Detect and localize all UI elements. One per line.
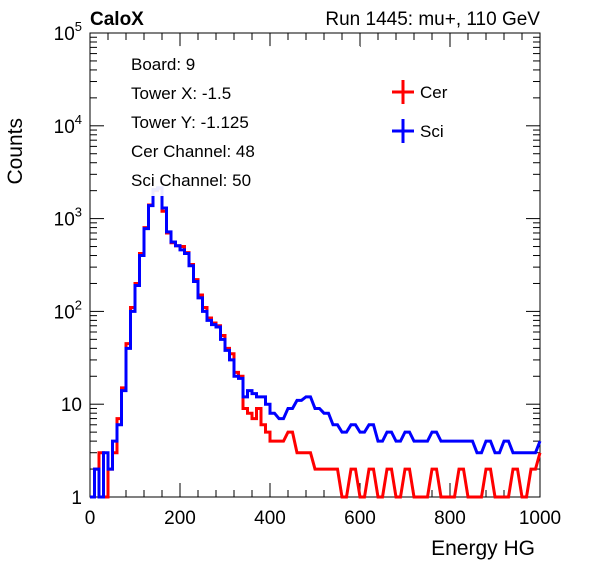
x-tick-label: 800 (434, 508, 466, 529)
y-tick-base: 10 (54, 24, 75, 45)
series-layer (90, 186, 542, 499)
y-tick-base: 10 (61, 395, 82, 416)
header-left-title: CaloX (90, 9, 144, 30)
x-axis-label: Energy HG (431, 537, 535, 560)
x-tick-label: 0 (85, 508, 96, 529)
y-tick-base: 1 (71, 488, 82, 509)
y-tick-label: 10 (61, 395, 82, 416)
y-tick-exponent: 3 (75, 205, 82, 220)
legend-label-cer: Cer (420, 83, 448, 102)
y-tick-base: 10 (54, 302, 75, 323)
y-tick-label: 105 (54, 19, 82, 45)
y-axis-label: Counts (4, 118, 27, 185)
x-tick-label: 200 (164, 508, 196, 529)
y-tick-label: 1 (71, 488, 82, 509)
y-tick-exponent: 5 (75, 19, 82, 34)
x-tick-label: 1000 (519, 508, 561, 529)
info-sci-channel: Sci Channel: 50 (131, 171, 251, 190)
y-tick-label: 103 (54, 205, 82, 231)
series-sci-line (90, 186, 542, 499)
y-tick-label: 102 (54, 297, 82, 323)
info-box: Board: 9 Tower X: -1.5 Tower Y: -1.125 C… (131, 55, 255, 190)
y-tick-base: 10 (54, 210, 75, 231)
x-tick-label: 400 (254, 508, 286, 529)
legend-label-sci: Sci (420, 122, 444, 141)
legend-marker-sci (392, 119, 414, 143)
info-tower-y: Tower Y: -1.125 (131, 113, 249, 132)
header-right-title: Run 1445: mu+, 110 GeV (325, 9, 540, 30)
y-tick-exponent: 2 (75, 297, 82, 312)
series-cer-line (90, 187, 542, 499)
info-tower-x: Tower X: -1.5 (131, 84, 231, 103)
x-tick-label: 600 (344, 508, 376, 529)
info-board: Board: 9 (131, 55, 195, 74)
y-tick-exponent: 4 (75, 112, 82, 127)
y-tick-base: 10 (54, 117, 75, 138)
info-cer-channel: Cer Channel: 48 (131, 142, 255, 161)
legend: Cer Sci (392, 80, 448, 143)
plot-frame (89, 32, 541, 498)
info-box-background (118, 46, 360, 196)
legend-marker-cer (392, 80, 414, 104)
y-tick-label: 104 (54, 112, 82, 138)
